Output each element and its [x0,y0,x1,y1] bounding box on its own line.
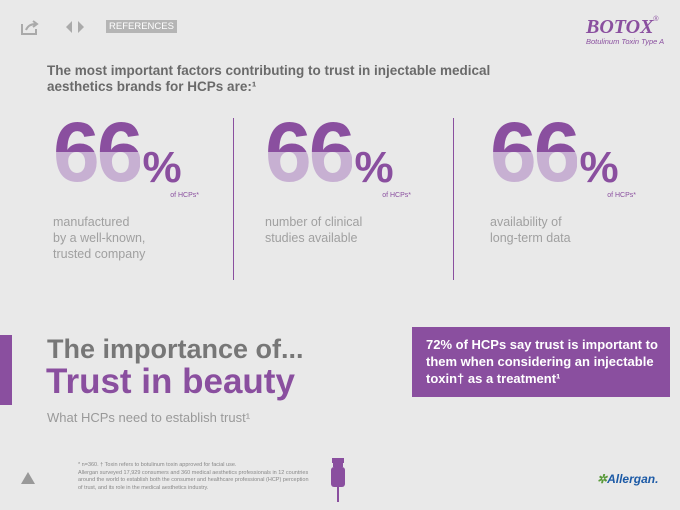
section-title: Trust in beauty [46,362,295,401]
accent-bar [0,335,12,405]
stat-figure: 66% [53,110,203,194]
stat-label-line: manufactured [53,215,130,229]
stat-label-line: studies available [265,231,358,245]
nav-arrows[interactable] [64,19,86,35]
stat-note: of HCPs* [607,192,636,199]
share-icon[interactable] [20,18,40,36]
stat-label-line: availability of [490,215,562,229]
brand-name: BOTOX [586,16,654,38]
brand-mark: ® [653,16,659,23]
callout: 72% of HCPs say trust is important to th… [412,327,670,397]
references-button[interactable]: REFERENCES [106,20,177,33]
stat-label: manufactured by a well-known, trusted comp… [53,214,203,262]
footnote-line: * n=360. † Toxin refers to botulinum tox… [78,462,237,468]
stat-figure: 66% [490,110,640,194]
divider [453,118,454,280]
heading: The most important factors contributing … [47,63,491,94]
stat-label: number of clinical studies available [265,214,415,246]
footnote-line: of trust, and its role in the medical ae… [78,484,209,491]
footnote: * n=360. † Toxin refers to botulinum tox… [78,462,309,492]
brand-logo: BOTOX® Botulinum Toxin Type A [586,16,666,46]
menu-toggle[interactable] [20,471,36,485]
stat-number: 66 [53,105,143,199]
stat-note: of HCPs* [170,192,199,199]
stat-label-line: number of clinical [265,215,363,229]
stat-label-line: by a well-known, [53,231,146,245]
stat-unit: % [579,143,619,192]
stat-label-line: long-term data [490,231,571,245]
stat: 66% of HCPs* number of clinical studies ava… [265,110,415,246]
stat-number: 66 [490,105,580,199]
stat-figure: 66% [265,110,415,194]
stat: 66% of HCPs* manufactured by a well-known, t… [53,110,203,262]
stat-note: of HCPs* [382,192,411,199]
stat: 66% of HCPs* availability of long-term data [490,110,640,246]
stat-number: 66 [265,105,355,199]
footnote-line: Allergan surveyed 17,929 consumers and 3… [78,469,309,476]
stat-unit: % [142,143,182,192]
brand-subtitle: Botulinum Toxin Type A [586,37,665,46]
company-logo: ✲Allergan. [597,472,659,486]
company-name: Allergan. [607,472,659,486]
vial-icon [331,458,345,502]
section-kicker: The importance of... [47,334,304,364]
stat-label-line: trusted company [53,247,146,261]
footnote-line: around the world to establish both the c… [78,477,309,483]
stat-label: availability of long-term data [490,214,640,246]
section-subtitle: What HCPs need to establish trust¹ [47,410,251,425]
divider [233,118,234,280]
stat-unit: % [354,143,394,192]
